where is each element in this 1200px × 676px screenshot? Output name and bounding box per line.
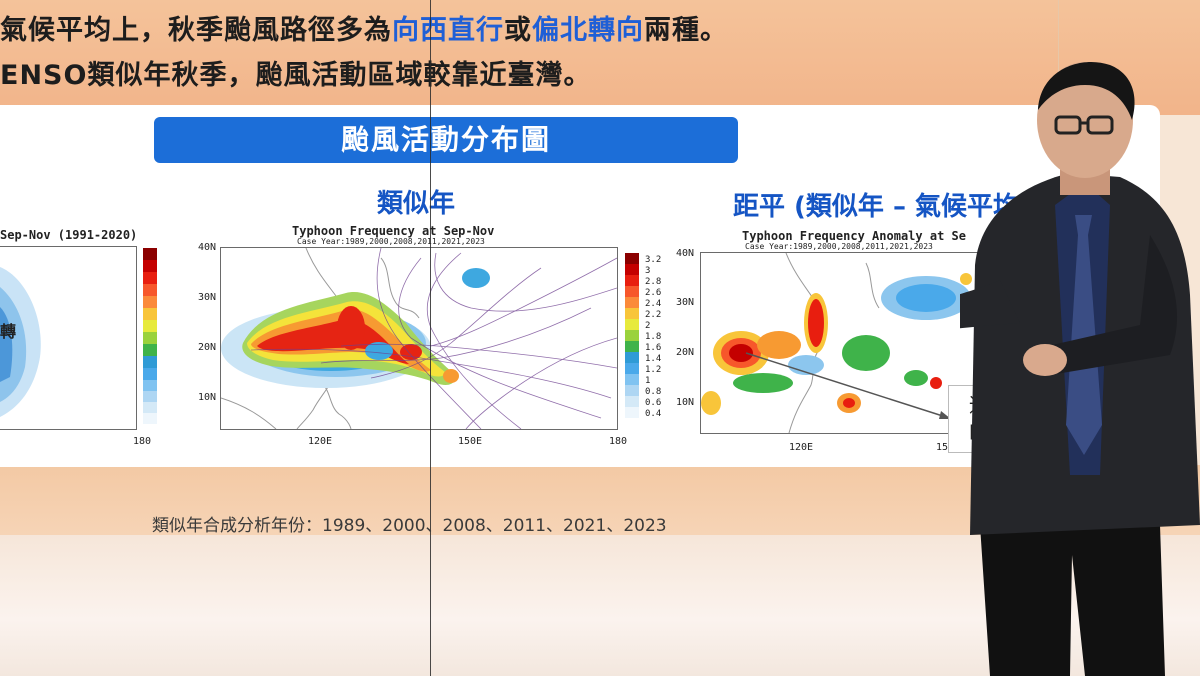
studio-stage-line (430, 0, 431, 676)
left-map (0, 246, 137, 430)
presenter (960, 62, 1200, 676)
right-y-tick-40n: 40N (676, 248, 695, 259)
panel-title: 颱風活動分布圖 (154, 117, 738, 163)
footnote-case-years: 類似年合成分析年份：1989、2000、2008、2011、2021、2023 (152, 516, 667, 536)
headline-line-2: ENSO類似年秋季，颱風活動區域較靠近臺灣。 (0, 60, 592, 91)
highlight-north: 偏北轉向 (532, 15, 644, 46)
headline-line-1: 氣候平均上，秋季颱風路徑多為向西直行或偏北轉向兩種。 (0, 15, 728, 46)
center-map-heading: 類似年 (377, 189, 456, 219)
right-y-tick-10n: 10N (676, 397, 695, 408)
center-map (220, 247, 618, 430)
backdrop-top (0, 0, 1200, 115)
center-x-tick-180: 180 (609, 436, 628, 447)
right-x-tick-120e: 120E (789, 442, 814, 453)
right-map-heading: 距平 (類似年 – 氣候平均) (733, 192, 1031, 222)
right-map-field (701, 253, 972, 433)
center-x-tick-120e: 120E (308, 436, 333, 447)
highlight-west: 向西直行 (392, 15, 504, 46)
center-map-field (221, 248, 617, 429)
backdrop-seam (1058, 0, 1059, 110)
center-y-tick-40n: 40N (198, 242, 217, 253)
left-map-field (0, 267, 41, 417)
center-colorbar-labels: 3.2 3 2.8 2.6 2.4 2.2 2 1.8 1.6 1.4 1.2 1 0.8 0.6 0.4 (645, 255, 662, 419)
center-y-tick-20n: 20N (198, 342, 217, 353)
center-y-tick-30n: 30N (198, 292, 217, 303)
left-map-x-tick: 180 (133, 436, 152, 447)
left-map-char: 轉 (0, 322, 17, 341)
center-colorbar (625, 253, 639, 425)
left-map-caption: Sep-Nov (1991-2020) (0, 228, 138, 242)
right-map-title: Typhoon Frequency Anomaly at Se (742, 229, 966, 243)
center-map-title: Typhoon Frequency at Sep-Nov (292, 224, 495, 238)
left-colorbar (143, 248, 157, 424)
right-y-tick-20n: 20N (676, 347, 695, 358)
right-map-subtitle: Case Year:1989,2000,2008,2011,2021,2023 (745, 242, 933, 251)
center-map-subtitle: Case Year:1989,2000,2008,2011,2021,2023 (297, 237, 485, 246)
center-y-tick-10n: 10N (198, 392, 217, 403)
right-y-tick-30n: 30N (676, 297, 695, 308)
center-x-tick-150e: 150E (458, 436, 483, 447)
